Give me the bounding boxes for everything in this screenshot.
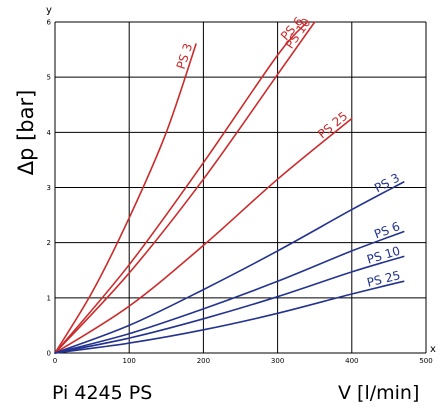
chart-title: Pi 4245 PS [52,382,152,404]
x-tick-label: 500 [419,357,432,365]
y-tick-label: 5 [47,74,51,82]
red-series-label-ps25: PS 25 [315,109,350,141]
x-tick-label: 200 [197,357,210,365]
y-tick-label: 6 [47,19,52,27]
x-tick-label: 400 [345,357,358,365]
blue-series-label-ps10: PS 10 [365,244,402,267]
x-tick-label: 300 [271,357,284,365]
chart-grid [55,22,426,353]
y-tick-label: 2 [47,239,51,247]
x-tick-label: 100 [123,357,136,365]
y-tick-label: 3 [47,184,51,192]
chart-tick-labels: 0 100 200 300 400 500 0 1 2 3 4 5 6 [47,19,433,366]
red-series-line-ps3 [55,44,196,353]
x-axis-label: V [l/min] [338,382,419,404]
y-axis-label: Δp [bar] [14,90,38,176]
x-axis-letter: x [430,344,436,355]
y-tick-label: 4 [47,129,52,137]
y-tick-label: 1 [47,294,51,302]
y-tick-label: 0 [47,350,51,358]
x-tick-label: 0 [53,357,57,365]
y-axis-letter: y [46,5,52,16]
